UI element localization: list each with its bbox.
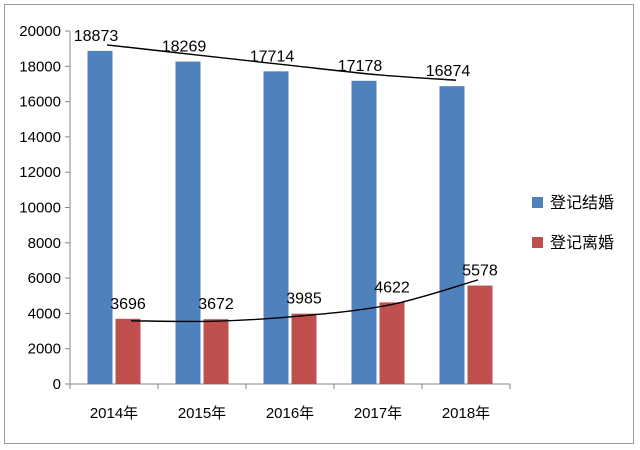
x-tick-label: 2014年 xyxy=(90,405,138,422)
y-tick-label: 0 xyxy=(53,376,61,393)
data-label: 16874 xyxy=(426,63,471,80)
bar-divorce xyxy=(115,318,141,384)
x-tick-label: 2017年 xyxy=(354,405,402,422)
y-tick-label: 4000 xyxy=(28,305,61,322)
y-tick-label: 16000 xyxy=(19,94,61,111)
y-tick-label: 14000 xyxy=(19,129,61,146)
data-label: 3985 xyxy=(286,291,322,308)
y-tick-label: 2000 xyxy=(28,341,61,358)
bar-divorce xyxy=(467,285,493,384)
data-label: 4622 xyxy=(374,279,410,296)
y-tick-label: 18000 xyxy=(19,58,61,75)
trendlines xyxy=(106,44,479,323)
bar-divorce xyxy=(379,302,405,384)
data-labels: 18873 18269 17714 17178 16874 3696 3672 3985 462… xyxy=(74,28,498,313)
bar-divorce xyxy=(291,313,317,384)
legend-label: 登记结婚 xyxy=(550,194,614,212)
bar-marriage xyxy=(87,50,113,385)
data-label: 17178 xyxy=(338,58,383,75)
data-label: 3672 xyxy=(198,296,234,313)
legend-swatch xyxy=(532,237,543,248)
y-tick-label: 6000 xyxy=(28,270,61,287)
axes: 0 2000 4000 6000 8000 10000 12000 14000 16000 180… xyxy=(19,23,511,422)
bar-marriage xyxy=(175,61,201,384)
legend-swatch xyxy=(532,197,543,208)
x-tick-label: 2018年 xyxy=(442,405,490,422)
y-tick-label: 20000 xyxy=(19,23,61,40)
data-label: 5578 xyxy=(462,263,498,280)
bar-marriage xyxy=(263,71,289,384)
bar-marriage xyxy=(351,80,377,385)
data-label: 3696 xyxy=(110,296,146,313)
y-tick-label: 12000 xyxy=(19,164,61,181)
data-label: 18269 xyxy=(162,39,207,56)
y-tick-label: 10000 xyxy=(19,200,61,217)
x-tick-label: 2016年 xyxy=(266,405,314,422)
bars xyxy=(87,50,493,385)
bar-divorce xyxy=(203,319,229,384)
bar-marriage xyxy=(439,86,465,385)
legend-label: 登记离婚 xyxy=(550,234,614,252)
trendline-divorce xyxy=(130,279,479,323)
data-label: 17714 xyxy=(250,48,295,65)
y-tick-label: 8000 xyxy=(28,235,61,252)
data-label: 18873 xyxy=(74,28,119,45)
trendline-marriage xyxy=(106,44,457,81)
x-tick-label: 2015年 xyxy=(178,405,226,422)
